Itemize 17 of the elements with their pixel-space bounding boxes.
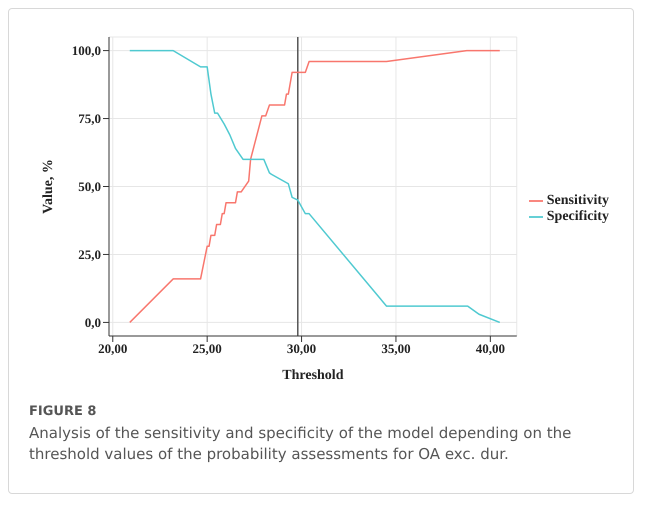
y-tick-label: 50,0: [78, 179, 101, 194]
x-tick-label: 30,00: [286, 341, 316, 356]
legend-label: Specificity: [546, 209, 609, 224]
y-axis-title: Value, %: [40, 159, 56, 214]
x-axis-title: Threshold: [282, 368, 344, 383]
line-series: [129, 50, 501, 324]
text: Analysis of the sensitivity and specificity of the model depending on the threshold values of the probability assessments for OA exc. dur.: [29, 423, 572, 465]
y-tick-label: 75,0: [78, 111, 101, 126]
x-tick-label: 40,00: [476, 341, 505, 356]
x-tick-label: 20,00: [98, 341, 128, 356]
legend-label: Sensitivity: [546, 193, 609, 208]
caption: FIGURE 8: [29, 404, 98, 419]
x-tick-label: 35,00: [381, 341, 411, 356]
y-tick-label: 0,0: [84, 315, 101, 330]
x-tick-label: 25,00: [192, 341, 222, 356]
y-tick-label: 25,0: [78, 247, 101, 262]
y-tick-label: 100,0: [72, 43, 101, 58]
